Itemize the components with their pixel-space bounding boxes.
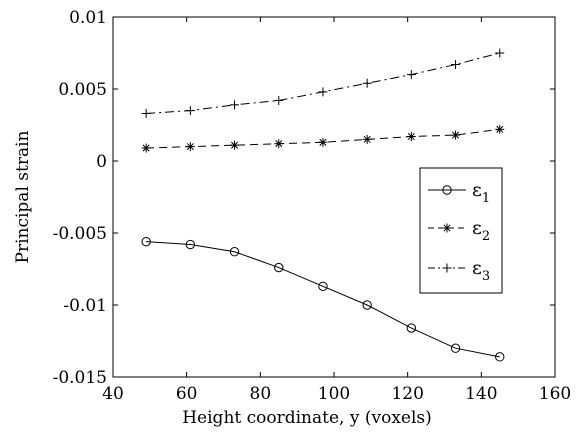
series-3-point bbox=[406, 70, 416, 80]
series-1-line bbox=[146, 241, 500, 358]
series-1-point bbox=[185, 239, 196, 250]
series-2-point bbox=[495, 124, 505, 134]
series-3-point bbox=[185, 106, 195, 116]
series-2-point bbox=[451, 130, 461, 140]
series-1-point bbox=[362, 300, 372, 310]
series-1-point bbox=[406, 323, 417, 333]
y-tick-label: -0.01 bbox=[63, 296, 107, 316]
series-1-point bbox=[318, 281, 328, 291]
axes: 40 60 80 100 120 140 160 -0.015 -0.01 -0.005 0 0.00… bbox=[53, 8, 572, 404]
legend-subscript-3: 3 bbox=[482, 269, 490, 284]
x-axis-label: Height coordinate, y (voxels) bbox=[182, 408, 432, 428]
series-1-point bbox=[141, 236, 151, 247]
series-2-point bbox=[362, 134, 372, 144]
series-1-point bbox=[274, 262, 284, 273]
series-3-point bbox=[230, 100, 240, 110]
y-tick-label: 0 bbox=[96, 152, 107, 172]
y-tick-label: 0.005 bbox=[58, 80, 107, 100]
series-1-point bbox=[229, 247, 240, 257]
legend-box bbox=[419, 167, 503, 294]
series-1-point bbox=[495, 352, 505, 362]
legend-subscript-1: 1 bbox=[482, 191, 490, 206]
legend-subscript-2: 2 bbox=[482, 229, 490, 244]
series-2-point bbox=[318, 137, 328, 147]
series-3-point bbox=[451, 60, 461, 70]
series-3-point bbox=[362, 78, 372, 88]
series-2-point bbox=[141, 143, 151, 153]
x-tick-label: 100 bbox=[318, 384, 350, 404]
series-3-point bbox=[495, 48, 505, 58]
x-tick-label: 140 bbox=[465, 384, 497, 404]
legend-marker-1 bbox=[442, 185, 452, 195]
y-tick-label: -0.005 bbox=[53, 224, 107, 244]
y-tick-label: 0.01 bbox=[69, 8, 107, 28]
series-1-point bbox=[450, 343, 461, 353]
x-tick-label: 80 bbox=[250, 384, 272, 404]
series-2-point bbox=[406, 132, 416, 142]
y-axis-label: Principal strain bbox=[13, 130, 33, 263]
legend-marker-2 bbox=[442, 223, 452, 233]
series-3-point bbox=[141, 108, 151, 118]
y-tick-label: -0.015 bbox=[53, 368, 107, 388]
x-tick-label: 160 bbox=[539, 384, 571, 404]
legend-marker-3 bbox=[442, 263, 452, 273]
series-3 bbox=[141, 48, 505, 118]
series-1 bbox=[141, 236, 505, 362]
series-2-point bbox=[274, 139, 284, 149]
series-3-line bbox=[146, 52, 500, 114]
series-2-point bbox=[230, 140, 240, 150]
series-2 bbox=[141, 124, 505, 153]
x-tick-label: 120 bbox=[391, 384, 423, 404]
series-2-point bbox=[185, 142, 195, 152]
series-3-point bbox=[318, 87, 328, 97]
series-3-point bbox=[274, 96, 284, 106]
x-tick-label: 60 bbox=[176, 384, 198, 404]
series-layer bbox=[141, 48, 505, 362]
x-tick-label: 40 bbox=[102, 384, 124, 404]
